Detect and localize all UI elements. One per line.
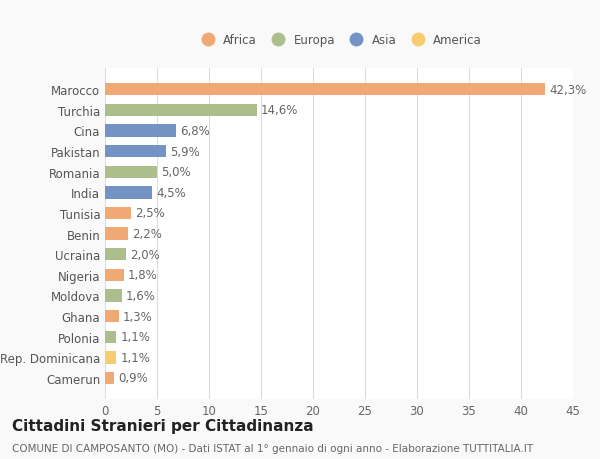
Text: 5,9%: 5,9% <box>170 146 200 158</box>
Bar <box>105 269 124 281</box>
Text: 1,6%: 1,6% <box>126 289 155 302</box>
Text: 5,0%: 5,0% <box>161 166 191 179</box>
Text: 1,1%: 1,1% <box>121 351 151 364</box>
Text: Cittadini Stranieri per Cittadinanza: Cittadini Stranieri per Cittadinanza <box>12 418 314 433</box>
Bar <box>105 290 122 302</box>
Text: 1,1%: 1,1% <box>121 330 151 343</box>
Bar <box>105 352 116 364</box>
Bar <box>105 187 152 199</box>
Bar <box>105 105 257 117</box>
Bar <box>105 228 128 240</box>
Text: COMUNE DI CAMPOSANTO (MO) - Dati ISTAT al 1° gennaio di ogni anno - Elaborazione: COMUNE DI CAMPOSANTO (MO) - Dati ISTAT a… <box>12 443 533 453</box>
Text: 1,8%: 1,8% <box>128 269 158 282</box>
Text: 2,0%: 2,0% <box>130 248 160 261</box>
Text: 6,8%: 6,8% <box>180 125 209 138</box>
Bar <box>105 248 126 261</box>
Bar <box>105 331 116 343</box>
Bar <box>105 84 545 96</box>
Text: 2,2%: 2,2% <box>132 228 162 241</box>
Bar <box>105 146 166 158</box>
Bar <box>105 166 157 179</box>
Text: 4,5%: 4,5% <box>156 186 186 199</box>
Text: 42,3%: 42,3% <box>549 84 586 96</box>
Bar <box>105 310 119 323</box>
Text: 2,5%: 2,5% <box>135 207 165 220</box>
Text: 0,9%: 0,9% <box>119 372 148 385</box>
Bar <box>105 125 176 137</box>
Text: 1,3%: 1,3% <box>122 310 152 323</box>
Bar <box>105 372 115 384</box>
Text: 14,6%: 14,6% <box>261 104 298 117</box>
Legend: Africa, Europa, Asia, America: Africa, Europa, Asia, America <box>194 32 484 50</box>
Bar <box>105 207 131 220</box>
